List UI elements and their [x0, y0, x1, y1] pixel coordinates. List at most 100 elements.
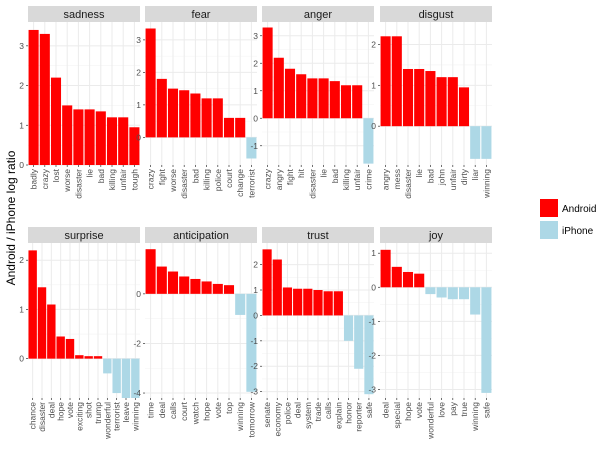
x-tick-label: bad: [190, 169, 200, 183]
x-tick-label: deal: [381, 402, 391, 418]
x-tick-label: fight: [285, 168, 295, 185]
legend-label: iPhone: [562, 226, 594, 237]
x-tick-label: deal: [157, 402, 167, 418]
x-tick-label: hope: [202, 402, 212, 421]
bar-worse: [62, 105, 73, 165]
panel-anger: anger -1 0 1 2 3 crazy angry fight hit disaster lie…: [250, 6, 374, 199]
x-tick-label: hope: [403, 402, 413, 421]
x-tick-label: economy: [272, 401, 282, 436]
bar-trade: [313, 290, 323, 316]
bar-court: [223, 117, 235, 138]
x-tick-label: killing: [107, 169, 117, 191]
panel-joy: joy -3 -2 -1 0 1 deal special hope vote wonderful l…: [368, 227, 492, 440]
y-tick-label: 2: [19, 255, 24, 265]
bar-angry: [273, 57, 284, 119]
bar-true: [458, 287, 470, 300]
x-tick-label: honor: [344, 402, 354, 424]
x-tick-label: vote: [65, 402, 75, 418]
x-tick-label: killing: [341, 169, 351, 191]
panel-title: anger: [304, 9, 332, 21]
panel-strip: [380, 6, 492, 22]
x-tick-label: police: [282, 402, 292, 424]
bar-lie: [414, 68, 425, 127]
x-tick-label: bad: [96, 169, 106, 183]
x-tick-label: bad: [330, 169, 340, 183]
bar-senate: [262, 249, 272, 316]
bar-lost: [50, 77, 62, 165]
x-tick-label: chance: [28, 402, 38, 430]
legend-key-android: [540, 199, 558, 217]
bar-disaster: [73, 109, 84, 165]
y-tick-label: -1: [250, 336, 258, 346]
bar-lie: [84, 109, 95, 165]
x-tick-label: crazy: [263, 168, 273, 189]
bar-economy: [272, 259, 282, 316]
y-tick-label: 1: [136, 100, 141, 110]
x-tick-label: calls: [323, 402, 333, 419]
bar-disaster: [37, 287, 47, 359]
bar-hope: [56, 336, 65, 359]
bar-disaster: [402, 68, 414, 127]
panel-fear: fear 0 1 2 3 crazy fight worse disaster bad killin…: [136, 6, 257, 199]
x-tick-label: hit: [296, 168, 306, 178]
bar-crazy: [262, 27, 273, 119]
x-tick-label: badly: [29, 168, 39, 189]
bar-killing: [201, 98, 212, 138]
bar-crazy: [39, 33, 50, 165]
y-tick-label: 2: [19, 81, 24, 91]
bar-crazy: [145, 28, 156, 138]
y-tick-label: 0: [253, 113, 258, 123]
x-tick-label: disaster: [179, 169, 189, 199]
panel-sadness: sadness 0 1 2 3 badly crazy lost worse disaster li…: [19, 6, 140, 199]
x-tick-label: deal: [46, 402, 56, 418]
bar-police: [212, 98, 223, 138]
y-tick-label: 0: [19, 354, 24, 364]
bar-reporter: [354, 315, 364, 369]
panel-title: joy: [428, 230, 444, 242]
bar-liar: [470, 126, 481, 159]
bar-unfair: [352, 85, 363, 119]
x-tick-label: disaster: [73, 169, 83, 199]
y-tick-label: -2: [250, 361, 258, 371]
x-tick-label: disaster: [307, 169, 317, 199]
bar-pay: [447, 287, 458, 300]
x-tick-label: unfair: [352, 169, 362, 190]
x-tick-label: vote: [213, 402, 223, 418]
y-tick-label: 2: [371, 39, 376, 49]
panel-anticipation: anticipation -4 -2 0 time deal calls court watch…: [133, 227, 257, 437]
y-tick-label: 2: [253, 58, 258, 68]
panel-title: surprise: [64, 230, 103, 242]
panel-background: [28, 243, 140, 398]
bar-fight: [156, 78, 167, 138]
bar-deal: [47, 304, 56, 359]
x-tick-label: unfair: [448, 169, 458, 190]
y-tick-label: -1: [368, 316, 376, 326]
y-tick-label: -3: [250, 387, 258, 397]
y-tick-label: 3: [19, 41, 24, 51]
x-tick-label: winning: [235, 402, 245, 432]
bar-winning: [131, 358, 140, 398]
x-tick-label: killing: [202, 169, 212, 191]
x-tick-label: angry: [381, 168, 391, 190]
x-tick-label: shot: [84, 401, 94, 418]
x-tick-label: lost: [51, 168, 61, 182]
x-tick-label: tomorrow: [246, 401, 256, 437]
x-tick-label: time: [146, 402, 156, 418]
y-tick-label: -4: [133, 388, 141, 398]
x-tick-label: wonderful: [102, 402, 112, 440]
bar-shot: [84, 356, 93, 359]
bar-crime: [363, 118, 374, 164]
y-tick-label: 1: [371, 80, 376, 90]
bar-terrorist: [112, 358, 121, 394]
bar-exciting: [75, 355, 84, 359]
bar-bad: [329, 81, 340, 119]
y-tick-label: 1: [253, 86, 258, 96]
y-tick-label: -2: [133, 338, 141, 348]
bar-top: [223, 285, 235, 294]
x-tick-label: winning: [130, 402, 140, 432]
y-tick-label: 3: [136, 35, 141, 45]
x-tick-label: terrorist: [246, 168, 256, 197]
bar-change: [235, 117, 246, 138]
y-tick-label: 0: [371, 121, 376, 131]
x-tick-label: john: [437, 169, 447, 186]
